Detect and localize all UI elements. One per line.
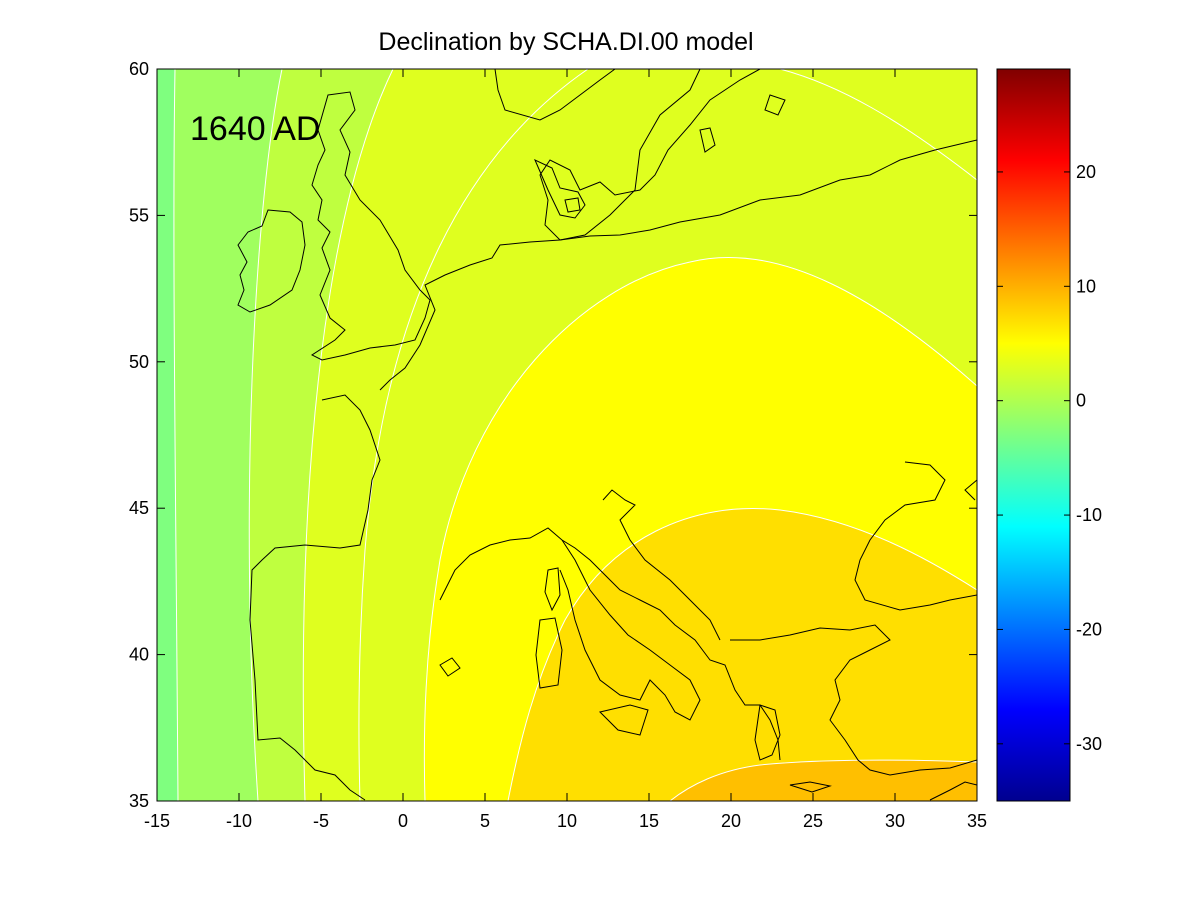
colorbar-gradient [996, 68, 1071, 802]
contour-band-5 [508, 508, 977, 801]
coastline-gotland [699, 127, 716, 153]
y-tick-label: 50 [129, 352, 149, 372]
coastline-greece [754, 704, 781, 761]
coastline-sicily [599, 704, 649, 736]
colorbar-tick-label: 20 [1076, 162, 1096, 182]
x-tick-label: -5 [313, 811, 329, 831]
y-tick-label: 40 [129, 645, 149, 665]
y-tick-label: 45 [129, 498, 149, 518]
colorbar-tick-label: -30 [1076, 734, 1102, 754]
chart-title: Declination by SCHA.DI.00 model [378, 28, 753, 56]
coastline-continent-north [249, 139, 977, 801]
coastline-black-sea [854, 461, 977, 611]
coastline-italy [559, 539, 701, 721]
coastline-scandinavia [494, 69, 616, 121]
coastline-mallorca [439, 657, 461, 677]
coastline-corsica [544, 567, 561, 612]
x-tick-label: 10 [557, 811, 577, 831]
coastline-crete [789, 781, 832, 793]
y-tick-label: 60 [129, 59, 149, 79]
x-tick-label: 35 [967, 811, 987, 831]
colorbar-tick-label: -10 [1076, 505, 1102, 525]
x-tick-label: 5 [480, 811, 490, 831]
colorbar: -30 -20 -10 0 10 20 [996, 68, 1102, 802]
y-axis: 35 40 45 50 55 60 [129, 59, 977, 811]
colorbar-tick-label: 0 [1076, 391, 1086, 411]
contour-lines [173, 69, 977, 801]
coastline-mediterranean [439, 489, 781, 761]
x-tick-label: 30 [885, 811, 905, 831]
x-tick-label: 20 [721, 811, 741, 831]
coastline-sardinia [535, 617, 563, 689]
coastline-anatomia-south [929, 781, 977, 801]
coastlines [237, 69, 977, 801]
x-tick-label: 25 [803, 811, 823, 831]
x-tick-label: -10 [226, 811, 252, 831]
year-annotation: 1640 AD [190, 110, 320, 148]
x-tick-label: 0 [398, 811, 408, 831]
coastline-sweden [539, 69, 761, 241]
colorbar-ticks: -30 -20 -10 0 10 20 [997, 162, 1102, 754]
x-tick-label: 15 [639, 811, 659, 831]
coastline-balkans [730, 624, 977, 776]
y-tick-label: 55 [129, 205, 149, 225]
colorbar-tick-label: -20 [1076, 619, 1102, 639]
contour-band-6 [670, 760, 977, 801]
y-tick-label: 35 [129, 791, 149, 811]
coastline-ireland [237, 209, 306, 313]
coastline-denmark [534, 158, 586, 219]
coastline-zealand [564, 197, 581, 213]
x-axis: -15 -10 -5 0 5 10 15 20 25 30 35 [144, 69, 987, 831]
colorbar-tick-label: 10 [1076, 276, 1096, 296]
map-plot-area [157, 69, 977, 801]
x-tick-label: -15 [144, 811, 170, 831]
coastline-finland [764, 94, 786, 116]
coastline-great-britain [310, 91, 431, 361]
